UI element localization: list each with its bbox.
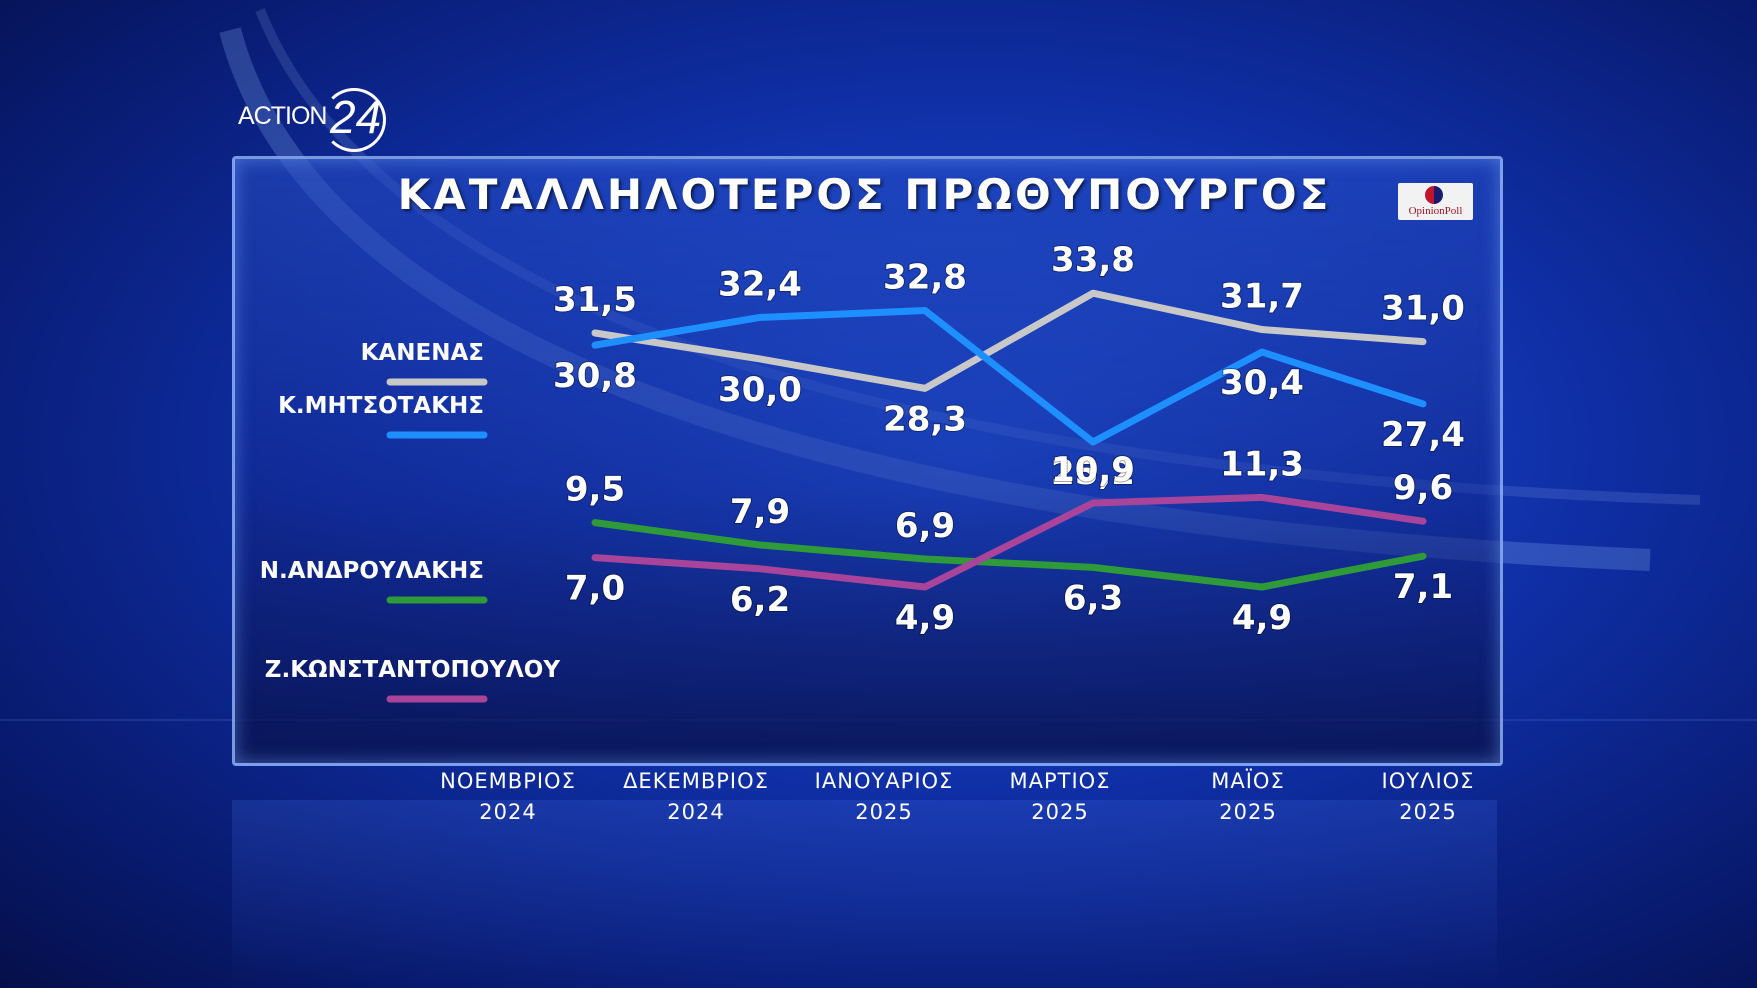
data-point [758, 566, 762, 571]
legend-label: Ν.ΑΝΔΡΟΥΛΑΚΗΣ [260, 558, 484, 584]
x-tick-line: ΙΟΥΛΙΟΣ [1381, 769, 1475, 793]
x-tick-line: 2025 [1399, 800, 1457, 824]
data-point [1091, 501, 1095, 505]
data-label: 7,9 [730, 492, 790, 532]
x-tick-label: ΙΟΥΛΙΟΣ 2025 [1343, 766, 1513, 828]
x-tick-label: ΜΑΪΟΣ 2025 [1163, 766, 1333, 828]
data-point [1421, 554, 1425, 559]
x-tick-line: ΜΑΪΟΣ [1211, 769, 1285, 793]
floor-reflection [232, 800, 1497, 988]
x-tick-line: 2025 [1031, 800, 1089, 824]
data-point [923, 557, 927, 561]
opinionpoll-text: OpinionPoll [1408, 205, 1463, 217]
data-point [1260, 585, 1264, 589]
data-label: 33,8 [1051, 240, 1135, 280]
data-point [593, 343, 597, 348]
data-point [923, 308, 927, 313]
data-point [593, 555, 597, 560]
opinionpoll-logo: OpinionPoll [1398, 183, 1473, 220]
data-point [593, 331, 597, 336]
x-tick-line: 2025 [855, 800, 913, 824]
data-point [1421, 401, 1425, 406]
data-label: 32,8 [883, 258, 967, 298]
data-label: 32,4 [718, 264, 802, 304]
data-label: 28,3 [883, 399, 967, 439]
logo-ring [322, 88, 386, 152]
legend-label: Κ.ΜΗΤΣΟΤΑΚΗΣ [278, 393, 484, 419]
data-label: 30,8 [553, 356, 637, 396]
data-label: 6,3 [1063, 578, 1123, 618]
data-label: 4,9 [1232, 598, 1292, 638]
data-point [1260, 495, 1264, 500]
x-tick-label: ΔΕΚΕΜΒΡΙΟΣ 2024 [611, 766, 781, 828]
data-point [1421, 339, 1425, 344]
data-point [1091, 291, 1095, 296]
x-tick-line: ΜΑΡΤΙΟΣ [1009, 769, 1111, 793]
x-tick-line: ΔΕΚΕΜΒΡΙΟΣ [623, 769, 769, 793]
data-point [1260, 327, 1264, 332]
data-label: 9,5 [565, 470, 625, 510]
data-label: 4,9 [895, 598, 955, 638]
x-tick-line: ΙΑΝΟΥΑΡΙΟΣ [814, 769, 954, 793]
legend-label: Ζ.ΚΩΝΣΤΑΝΤΟΠΟΥΛΟΥ [265, 657, 561, 683]
x-tick-line: 2024 [667, 800, 725, 824]
data-label: 9,6 [1393, 468, 1453, 508]
series-line-3 [591, 493, 1427, 591]
data-label: 10,9 [1051, 450, 1135, 490]
data-label: 6,9 [895, 506, 955, 546]
data-label: 31,0 [1381, 289, 1465, 329]
data-label: 31,5 [553, 280, 637, 320]
data-label: 25,2 [1051, 453, 1135, 493]
x-tick-line: 2024 [479, 800, 537, 824]
opinionpoll-dot-icon [1425, 186, 1443, 204]
data-point [1091, 440, 1095, 444]
data-point [758, 543, 762, 547]
data-point [923, 585, 927, 589]
data-label: 27,4 [1381, 415, 1465, 455]
data-label: 31,7 [1220, 277, 1304, 317]
x-tick-line: 2025 [1219, 800, 1277, 824]
data-label: 6,2 [730, 580, 790, 620]
data-label: 30,4 [1220, 363, 1304, 403]
data-label: 7,0 [565, 569, 625, 609]
x-tick-line: ΝΟΕΜΒΡΙΟΣ [440, 769, 576, 793]
data-point [1421, 519, 1425, 524]
legend-label: ΚΑΝΕΝΑΣ [361, 340, 484, 366]
data-label: 11,3 [1220, 444, 1304, 484]
data-point [758, 356, 762, 361]
data-point [1260, 350, 1264, 355]
data-label: 7,1 [1393, 567, 1453, 607]
data-label: 30,0 [718, 370, 802, 410]
action24-logo: ACTION 24 [238, 88, 398, 154]
data-point [923, 386, 927, 391]
data-point [1091, 565, 1095, 570]
logo-text: ACTION [238, 102, 327, 130]
chart-panel [232, 156, 1503, 766]
data-point [593, 520, 597, 525]
chart-title: ΚΑΤΑΛΛΗΛΟΤΕΡΟΣ ΠΡΩΘΥΠΟΥΡΓΟΣ [397, 170, 1332, 219]
series-line-0 [591, 289, 1427, 392]
data-point [758, 315, 762, 320]
series-line-1 [591, 307, 1427, 446]
logo-number: 24 [330, 91, 382, 143]
x-tick-label: ΝΟΕΜΒΡΙΟΣ 2024 [423, 766, 593, 828]
x-tick-label: ΜΑΡΤΙΟΣ 2025 [975, 766, 1145, 828]
series-line-2 [591, 519, 1427, 591]
x-tick-label: ΙΑΝΟΥΑΡΙΟΣ 2025 [799, 766, 969, 828]
